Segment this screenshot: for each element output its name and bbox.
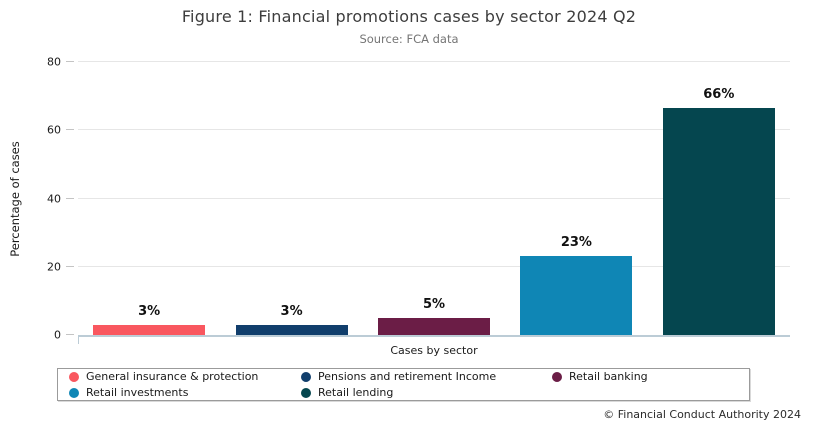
y-tick-label-0: 0 <box>54 328 61 342</box>
y-tick-mark-40 <box>66 197 74 199</box>
chart-title: Figure 1: Financial promotions cases by … <box>181 7 637 26</box>
y-tick-label-40: 40 <box>47 192 61 205</box>
y-tick-mark-60 <box>66 129 74 131</box>
y-tick-label-20: 20 <box>47 260 61 274</box>
y-tick-mark-0 <box>66 334 74 335</box>
gridline-y20 <box>78 265 790 267</box>
x-axis-title: Cases by sector <box>390 344 478 357</box>
y-axis-title: Percentage of cases <box>8 141 22 257</box>
legend-swatch-icon <box>301 387 311 398</box>
legend-item-2: Pensions and retirement Income <box>301 369 552 384</box>
bar-1 <box>93 324 206 335</box>
legend-box: General insurance & protection Pensions a… <box>57 368 750 401</box>
legend-swatch-icon <box>69 387 79 398</box>
copyright-footer: © Financial Conduct Authority 2024 <box>603 408 801 421</box>
y-tick-mark-80 <box>66 61 74 62</box>
y-tick-mark-20 <box>66 265 74 267</box>
bar-value-label-1: 3% <box>138 303 161 319</box>
bar-value-label-4: 23% <box>560 234 592 250</box>
y-tick-label-80: 80 <box>47 55 61 69</box>
legend-item-3: Retail banking <box>552 369 749 384</box>
bar-3 <box>378 317 490 335</box>
bar-5 <box>662 108 775 335</box>
y-tick-label-60: 60 <box>47 123 61 137</box>
bar-value-label-3: 5% <box>422 296 446 312</box>
plot-area: 0 20 40 60 80 3% 3% 5% 23% 66% <box>47 56 790 344</box>
legend-item-1: General insurance & protection <box>69 369 301 384</box>
legend-label: Retail investments <box>86 386 189 399</box>
gridline-y40 <box>78 197 790 199</box>
gridline-y80 <box>78 61 790 62</box>
legend-swatch-icon <box>69 371 79 382</box>
chart-subtitle: Source: FCA data <box>359 32 459 46</box>
legend-label: Pensions and retirement Income <box>318 370 497 383</box>
legend-swatch-icon <box>552 371 562 382</box>
bar-value-label-2: 3% <box>280 303 303 319</box>
bar-value-label-5: 66% <box>703 87 735 103</box>
legend-label: Retail banking <box>569 370 648 383</box>
gridline-y60 <box>78 129 790 131</box>
bar-4 <box>520 255 633 335</box>
legend-label: Retail lending <box>318 386 394 399</box>
bar-2 <box>235 324 348 335</box>
legend-swatch-icon <box>301 371 311 382</box>
legend-label: General insurance & protection <box>86 370 259 383</box>
legend-item-4: Retail investments <box>69 385 301 400</box>
legend-item-5: Retail lending <box>301 385 552 400</box>
x-axis-corner-tick <box>78 335 79 344</box>
